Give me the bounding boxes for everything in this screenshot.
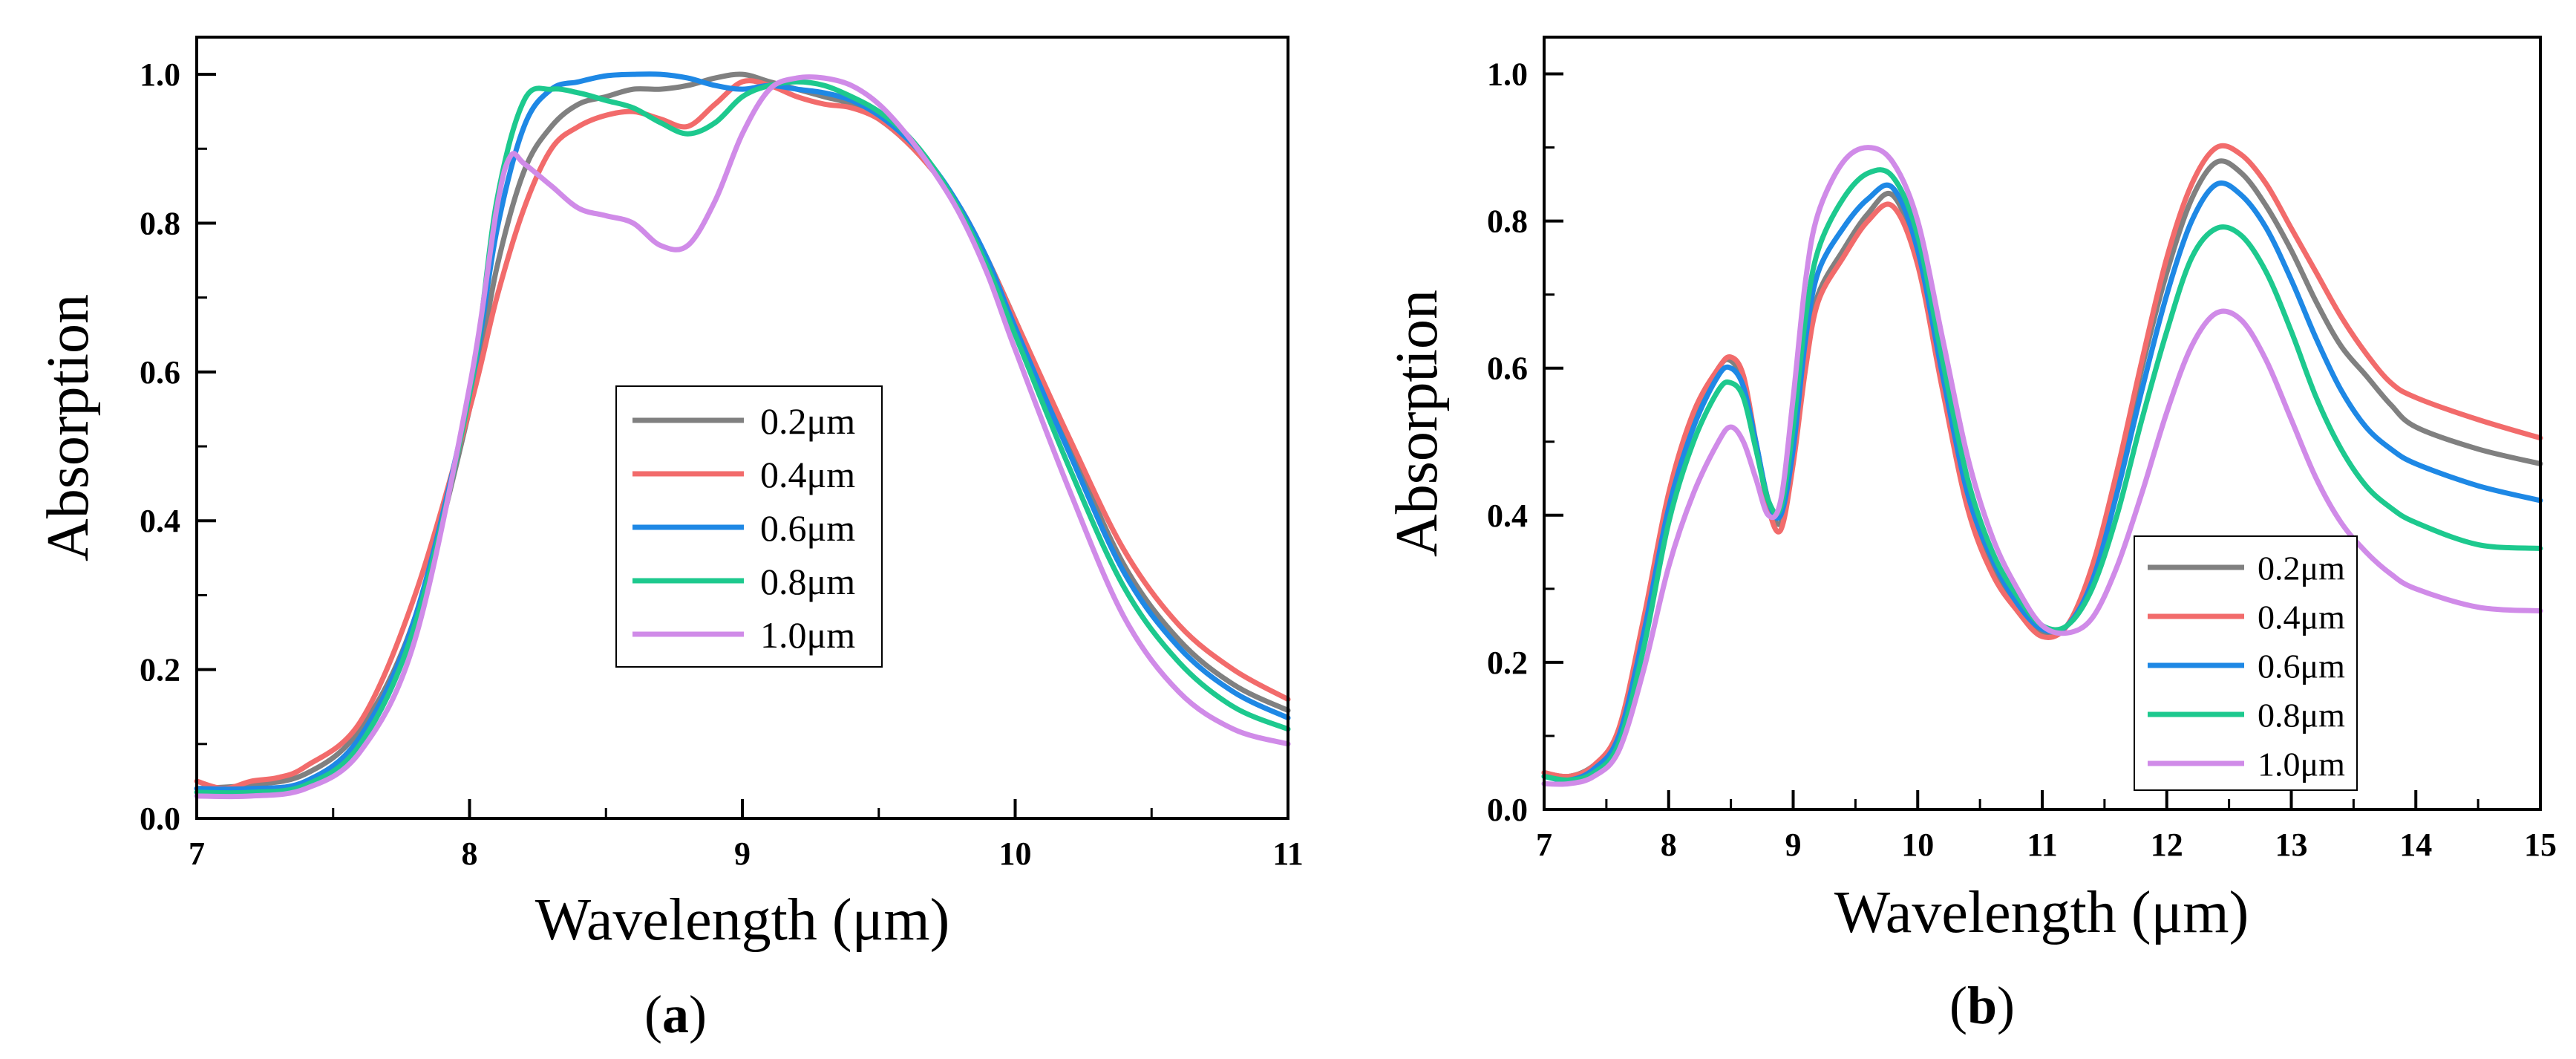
panel-a: 7 8 9 10 11 0.0 0.2 0.4 0.6 0.8 1.0 Wavelength (μm… <box>36 36 1304 1044</box>
panel-b-series-line-2 <box>1541 180 2543 783</box>
panel-b-legend-label-4: 1.0μm <box>2258 746 2345 783</box>
panel-b-x-tick-label: 8 <box>1661 827 1677 863</box>
panel-a-legend-label-0: 0.2μm <box>760 400 855 442</box>
panel-a-y-tick-label: 0.6 <box>140 354 180 391</box>
panel-b-x-tick-label: 9 <box>1785 827 1802 863</box>
panel-b-caption: (b) <box>1949 976 2015 1035</box>
panel-b-ticks: 7 8 9 10 11 12 13 14 15 0.0 0.2 0.4 0.6 0.8 1.0 <box>1487 56 2557 863</box>
panel-b-series-line-4 <box>1541 145 2543 787</box>
panel-a-ticks: 7 8 9 10 11 0.0 0.2 0.4 0.6 0.8 1.0 <box>140 56 1304 872</box>
panel-a-y-tick-label: 1.0 <box>140 56 180 93</box>
panel-a-caption-close: ) <box>689 985 707 1044</box>
panel-a-y-tick-label: 0.2 <box>140 652 180 688</box>
panel-a-caption: (a) <box>644 985 707 1044</box>
panel-b: 7 8 9 10 11 12 13 14 15 0.0 0.2 0.4 0.6 0.8 1.0 Wavele… <box>1385 36 2557 1035</box>
panel-b-y-tick-label: 0.2 <box>1487 645 1528 681</box>
panel-b-legend-label-3: 0.8μm <box>2258 697 2345 734</box>
panel-a-lines <box>194 71 1291 800</box>
panel-b-lines <box>1541 143 2543 787</box>
panel-b-legend-label-1: 0.4μm <box>2258 599 2345 636</box>
panel-b-x-tick-label: 7 <box>1536 827 1552 863</box>
panel-a-legend-label-3: 0.8μm <box>760 561 855 602</box>
panel-a-legend-label-2: 0.6μm <box>760 507 855 549</box>
panel-a-caption-open: ( <box>644 985 662 1044</box>
panel-b-y-tick-label: 0.8 <box>1487 203 1528 240</box>
panel-a-caption-letter: a <box>662 985 689 1044</box>
panel-b-x-tick-label: 13 <box>2275 827 2308 863</box>
panel-b-series-line-0 <box>1541 158 2543 780</box>
panel-b-caption-open: ( <box>1949 976 1967 1035</box>
panel-a-x-axis-title: Wavelength (μm) <box>535 887 949 953</box>
panel-a-x-tick-label: 7 <box>189 835 205 872</box>
panel-a-x-tick-label: 10 <box>999 835 1032 872</box>
panel-b-y-axis-title: Absorption <box>1385 290 1450 557</box>
panel-b-caption-letter: b <box>1967 976 1997 1035</box>
panel-a-y-tick-label: 0.8 <box>140 205 180 241</box>
panel-b-x-axis-title: Wavelength (μm) <box>1834 880 2249 945</box>
panel-b-x-tick-label: 15 <box>2524 827 2557 863</box>
panel-b-x-tick-label: 11 <box>2027 827 2058 863</box>
panel-b-x-tick-label: 14 <box>2399 827 2432 863</box>
panel-a-x-tick-label: 11 <box>1272 835 1304 872</box>
panel-a-legend: 0.2μm 0.4μm 0.6μm 0.8μm 1.0μm <box>615 385 883 668</box>
panel-a-series-line-1 <box>194 78 1291 792</box>
panel-b-y-tick-label: 0.0 <box>1487 792 1528 828</box>
panel-a-series-line-4 <box>194 74 1291 800</box>
panel-a-x-tick-label: 8 <box>462 835 478 872</box>
panel-a-y-tick-label: 0.4 <box>140 503 180 539</box>
panel-a-legend-label-1: 0.4μm <box>760 454 855 495</box>
panel-b-x-tick-label: 12 <box>2151 827 2183 863</box>
panel-b-y-tick-label: 0.4 <box>1487 498 1528 534</box>
panel-b-series-line-1 <box>1541 143 2543 780</box>
panel-b-y-tick-label: 1.0 <box>1487 56 1528 93</box>
panel-a-legend-label-4: 1.0μm <box>760 614 855 656</box>
panel-b-caption-close: ) <box>1997 976 2015 1035</box>
panel-b-series-line-3 <box>1541 167 2543 783</box>
panel-b-x-tick-label: 10 <box>1901 827 1934 863</box>
panel-b-legend-label-2: 0.6μm <box>2258 648 2345 685</box>
panel-b-legend: 0.2μm 0.4μm 0.6μm 0.8μm 1.0μm <box>2134 535 2358 791</box>
panel-a-y-axis-title: Absorption <box>36 294 101 561</box>
panel-a-x-tick-label: 9 <box>734 835 751 872</box>
panel-b-legend-label-0: 0.2μm <box>2258 550 2345 587</box>
panel-a-y-tick-label: 0.0 <box>140 801 180 837</box>
panel-b-y-tick-label: 0.6 <box>1487 351 1528 387</box>
